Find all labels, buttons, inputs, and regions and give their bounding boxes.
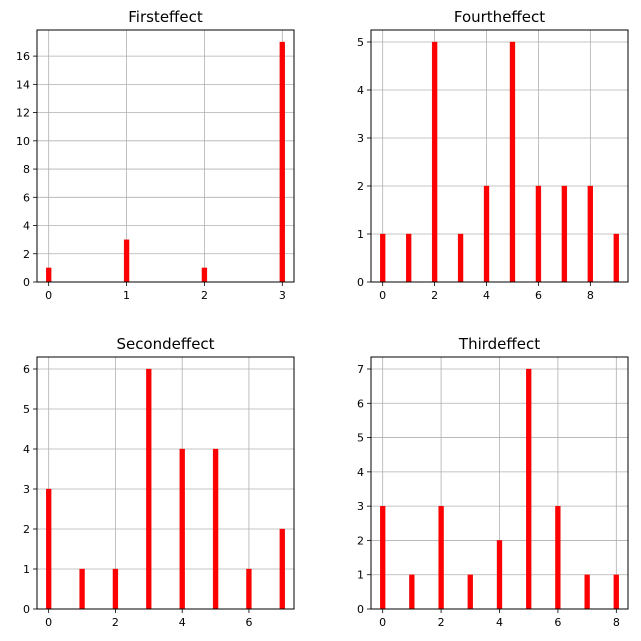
subplot-title: Secondeffect xyxy=(116,335,214,353)
y-tick-label: 3 xyxy=(23,483,30,496)
axes-frame xyxy=(36,29,295,283)
x-tick-label: 4 xyxy=(496,616,503,629)
bar-3 xyxy=(467,574,473,610)
subplot-title: Thirdeffect xyxy=(458,335,540,353)
bar-8 xyxy=(613,574,619,610)
y-tick-label: 5 xyxy=(23,403,30,416)
axes-frame xyxy=(370,29,629,283)
bar-6 xyxy=(535,185,542,283)
x-tick-label: 1 xyxy=(123,289,130,302)
y-tick-label: 0 xyxy=(357,603,364,616)
y-tick-label: 2 xyxy=(23,523,30,536)
y-tick-label: 2 xyxy=(357,180,364,193)
bar-7 xyxy=(279,528,285,610)
x-tick-label: 2 xyxy=(438,616,445,629)
bar-4 xyxy=(179,448,185,610)
x-tick-label: 4 xyxy=(179,616,186,629)
x-tick-label: 0 xyxy=(45,289,52,302)
bar-3 xyxy=(279,41,285,283)
bar-3 xyxy=(146,368,152,610)
y-tick-label: 1 xyxy=(23,563,30,576)
y-tick-label: 0 xyxy=(23,603,30,616)
bar-6 xyxy=(555,505,561,610)
y-tick-label: 5 xyxy=(357,432,364,445)
x-tick-label: 4 xyxy=(483,289,490,302)
bar-1 xyxy=(409,574,415,610)
y-tick-label: 6 xyxy=(23,191,30,204)
bar-1 xyxy=(79,568,85,610)
subplot-title: Fourtheffect xyxy=(454,8,545,26)
subplot-title: Firsteffect xyxy=(128,8,203,26)
bar-4 xyxy=(483,185,490,283)
y-tick-label: 5 xyxy=(357,36,364,49)
bar-1 xyxy=(405,233,412,283)
x-tick-label: 8 xyxy=(613,616,620,629)
x-tick-label: 0 xyxy=(379,616,386,629)
x-tick-label: 2 xyxy=(112,616,119,629)
bar-5 xyxy=(212,448,219,610)
bar-0 xyxy=(46,267,52,283)
y-tick-label: 0 xyxy=(357,276,364,289)
y-tick-label: 12 xyxy=(16,107,30,120)
bar-2 xyxy=(201,267,208,283)
subplot-thirdeffect: 0 2 4 6 8 0 1 2 3 4 5 6 7 Thirdeffect xyxy=(357,335,629,629)
bar-1 xyxy=(123,239,130,283)
y-tick-label: 6 xyxy=(357,397,364,410)
y-tick-label: 2 xyxy=(23,248,30,261)
x-tick-label: 0 xyxy=(45,616,52,629)
bar-7 xyxy=(561,185,568,283)
bar-3 xyxy=(457,233,464,283)
bar-5 xyxy=(509,41,516,283)
x-tick-label: 6 xyxy=(245,616,252,629)
y-tick-label: 1 xyxy=(357,228,364,241)
axes-frame xyxy=(36,356,295,610)
y-tick-label: 7 xyxy=(357,363,364,376)
y-tick-label: 6 xyxy=(23,363,30,376)
y-tick-label: 3 xyxy=(357,132,364,145)
y-tick-label: 4 xyxy=(357,84,364,97)
y-tick-label: 4 xyxy=(23,443,30,456)
bar-5 xyxy=(526,368,532,610)
y-tick-label: 14 xyxy=(16,78,30,91)
bar-2 xyxy=(438,505,444,610)
bar-7 xyxy=(584,574,590,610)
y-tick-label: 1 xyxy=(357,569,364,582)
y-tick-label: 3 xyxy=(357,500,364,513)
y-tick-label: 0 xyxy=(23,276,30,289)
y-tick-label: 2 xyxy=(357,534,364,547)
subplot-fourtheffect: 0 2 4 6 8 0 1 2 3 4 5 Fourtheffect xyxy=(357,8,629,302)
bar-2 xyxy=(112,568,119,610)
y-tick-label: 4 xyxy=(357,466,364,479)
y-tick-label: 4 xyxy=(23,220,30,233)
bar-9 xyxy=(613,233,619,283)
bar-0 xyxy=(380,505,386,610)
x-tick-label: 3 xyxy=(279,289,286,302)
bar-6 xyxy=(246,568,252,610)
bar-4 xyxy=(496,540,503,610)
bar-8 xyxy=(587,185,594,283)
x-tick-label: 6 xyxy=(535,289,542,302)
y-tick-label: 16 xyxy=(16,50,30,63)
bar-0 xyxy=(46,488,52,610)
y-tick-label: 10 xyxy=(16,135,30,148)
y-tick-label: 8 xyxy=(23,163,30,176)
subplot-secondeffect: 0 2 4 6 0 1 2 3 4 5 6 Secondeffect xyxy=(23,335,295,629)
x-tick-label: 0 xyxy=(379,289,386,302)
bar-2 xyxy=(431,41,438,283)
x-tick-label: 2 xyxy=(431,289,438,302)
x-tick-label: 8 xyxy=(587,289,594,302)
x-tick-label: 2 xyxy=(201,289,208,302)
bar-0 xyxy=(380,233,386,283)
x-tick-label: 6 xyxy=(554,616,561,629)
